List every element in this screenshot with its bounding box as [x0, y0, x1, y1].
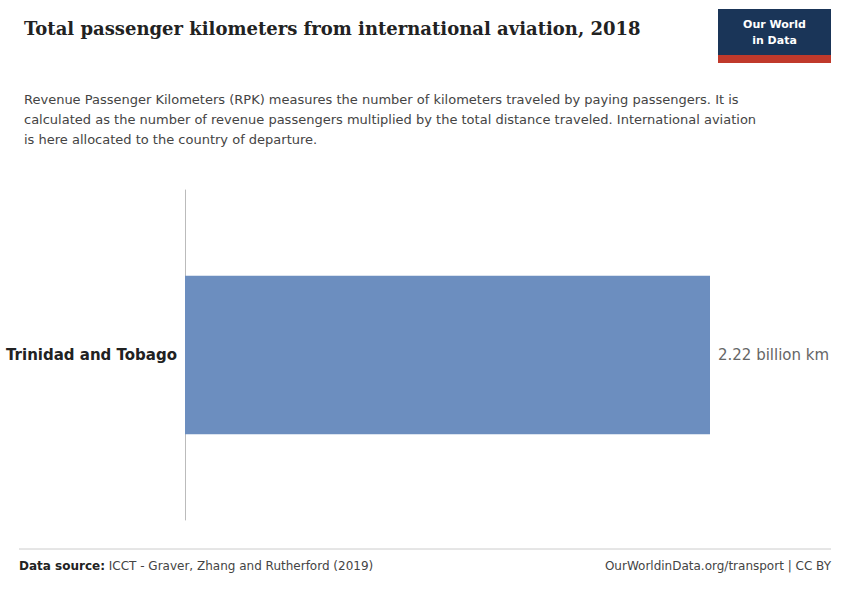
svg-text:ICCT - Graver, Zhang and Ruthe: ICCT - Graver, Zhang and Rutherford (201…: [105, 559, 373, 573]
svg-text:Trinidad and Tobago: Trinidad and Tobago: [6, 346, 177, 364]
svg-text:is here allocated to the count: is here allocated to the country of depa…: [24, 132, 317, 147]
svg-text:OurWorldinData.org/transport |: OurWorldinData.org/transport | CC BY: [605, 559, 832, 573]
svg-text:Revenue Passenger Kilometers (: Revenue Passenger Kilometers (RPK) measu…: [24, 92, 739, 107]
svg-text:2.22 billion km: 2.22 billion km: [718, 346, 829, 364]
svg-text:Total passenger kilometers fro: Total passenger kilometers from internat…: [24, 18, 641, 39]
svg-text:Our World: Our World: [743, 18, 806, 31]
svg-text:Data source:: Data source:: [19, 559, 105, 573]
svg-text:calculated as the number of re: calculated as the number of revenue pass…: [24, 112, 756, 127]
svg-text:in Data: in Data: [752, 34, 797, 47]
